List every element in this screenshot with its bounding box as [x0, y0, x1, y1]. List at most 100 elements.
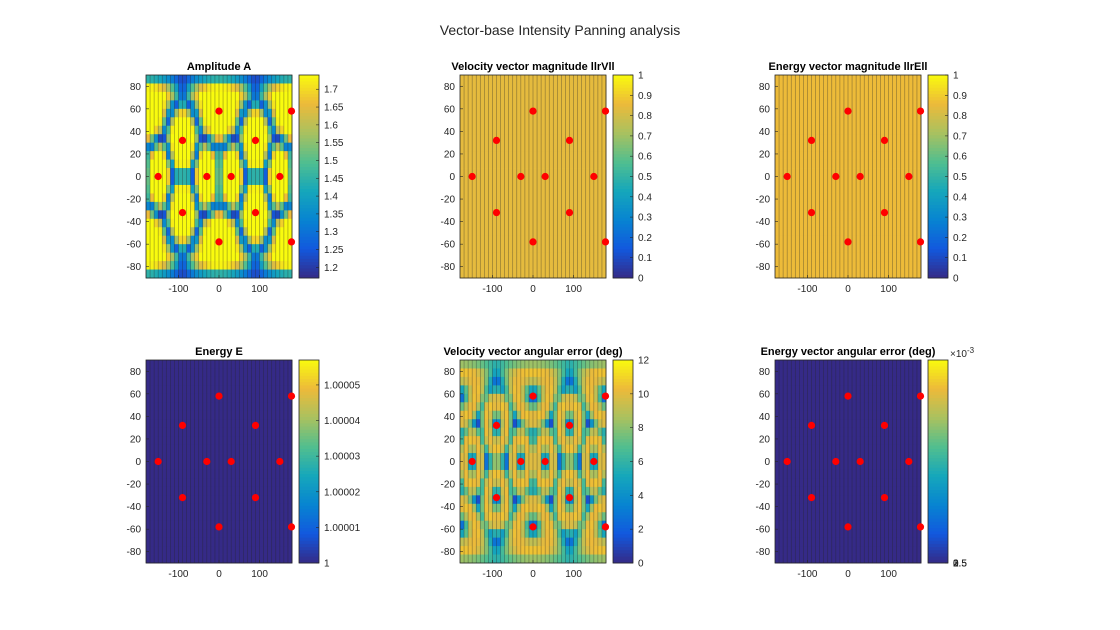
heatmap-cell [545, 537, 550, 547]
heatmap-cell [504, 168, 510, 177]
colorbar-segment [928, 201, 948, 206]
heatmap-cell [480, 486, 485, 496]
heatmap-cell [561, 184, 566, 194]
heatmap-cell [271, 142, 277, 152]
heatmap-cell [460, 125, 465, 135]
heatmap-cell [593, 360, 599, 369]
heatmap-cell [170, 235, 175, 245]
heatmap-cell [231, 201, 236, 211]
heatmap-cell [892, 244, 898, 254]
colorbar-segment [299, 94, 319, 98]
heatmap-cell [468, 176, 473, 186]
heatmap-cell [512, 453, 518, 462]
heatmap-cell [541, 512, 546, 522]
heatmap-cell [223, 385, 228, 395]
heatmap-cell [194, 368, 200, 378]
colorbar-segment [299, 205, 319, 209]
colorbar-segment [928, 135, 948, 139]
heatmap-cell [589, 142, 595, 152]
heatmap-cell [279, 469, 285, 479]
heatmap-cell [263, 227, 269, 237]
colorbar-segment [299, 543, 319, 548]
heatmap-cell [803, 176, 808, 186]
colorbar-segment [613, 246, 633, 250]
heatmap-cell [219, 151, 224, 160]
heatmap-cell [263, 512, 269, 522]
colorbar-tick-label: 1.7 [324, 85, 338, 96]
heatmap-cell [154, 537, 159, 547]
heatmap-cell [573, 201, 579, 211]
heatmap-cell [166, 151, 171, 160]
heatmap-cell [827, 134, 833, 144]
heatmap-cell [791, 125, 796, 135]
heatmap-cell [549, 227, 554, 237]
heatmap-cell [223, 227, 228, 237]
heatmap-cell [524, 159, 530, 169]
heatmap-cell [565, 368, 570, 378]
heatmap-cell [775, 142, 780, 152]
heatmap-cell [516, 554, 522, 564]
y-tick-label: 80 [444, 82, 456, 93]
heatmap-cell [573, 478, 579, 488]
heatmap-cell [492, 252, 497, 262]
heatmap-cell [884, 261, 889, 270]
heatmap-cell [182, 436, 187, 445]
heatmap-cell [492, 168, 497, 177]
heatmap-cell [896, 108, 902, 118]
heatmap-cell [206, 244, 212, 254]
heatmap-cell [460, 461, 465, 471]
heatmap-cell [508, 486, 514, 496]
heatmap-cell [888, 142, 894, 152]
heatmap-cell [823, 100, 829, 110]
heatmap-cell [880, 218, 885, 228]
heatmap-cell [545, 385, 550, 395]
heatmap-cell [528, 529, 534, 539]
heatmap-cell [900, 176, 906, 186]
heatmap-cell [533, 402, 538, 412]
heatmap-cell [884, 168, 889, 177]
colorbar-segment [928, 109, 948, 114]
colorbar-segment [299, 262, 319, 266]
heatmap-cell [283, 444, 289, 454]
heatmap-cell [210, 436, 216, 445]
heatmap-cell [815, 201, 821, 211]
heatmap-cell [593, 91, 599, 101]
heatmap-cell [537, 159, 542, 169]
heatmap-cell [186, 436, 192, 445]
heatmap-cell [227, 168, 232, 177]
heatmap-cell [549, 529, 554, 539]
heatmap-cell [206, 427, 212, 437]
heatmap-cell [533, 244, 538, 254]
heatmap-cell [533, 252, 538, 262]
heatmap-cell [202, 193, 208, 203]
heatmap-cell [508, 176, 514, 186]
heatmap-cell [916, 125, 922, 135]
colorbar-segment [928, 116, 948, 120]
heatmap-cell [839, 134, 845, 144]
heatmap-cell [508, 210, 514, 220]
heatmap-cell [496, 108, 501, 118]
heatmap-cell [775, 83, 780, 93]
heatmap-cell [150, 117, 155, 127]
heatmap-cell [271, 503, 277, 513]
heatmap-cell [166, 453, 171, 462]
heatmap-cell [553, 546, 558, 555]
heatmap-cell [516, 419, 522, 429]
heatmap-cell [512, 376, 518, 386]
heatmap-cell [271, 176, 277, 186]
heatmap-cell [573, 486, 579, 496]
heatmap-cell [775, 159, 780, 169]
heatmap-cell [569, 393, 574, 403]
colorbar-segment [299, 451, 319, 456]
heatmap-cell [585, 142, 591, 152]
heatmap-cell [279, 402, 285, 412]
heatmap-cell [206, 100, 212, 110]
heatmap-cell [856, 176, 861, 186]
heatmap-cell [190, 218, 196, 228]
heatmap-cell [528, 410, 534, 420]
heatmap-cell [888, 168, 894, 177]
heatmap-cell [864, 142, 869, 152]
heatmap-cell [553, 419, 558, 429]
heatmap-cell [476, 168, 481, 177]
colorbar-segment [613, 170, 633, 174]
